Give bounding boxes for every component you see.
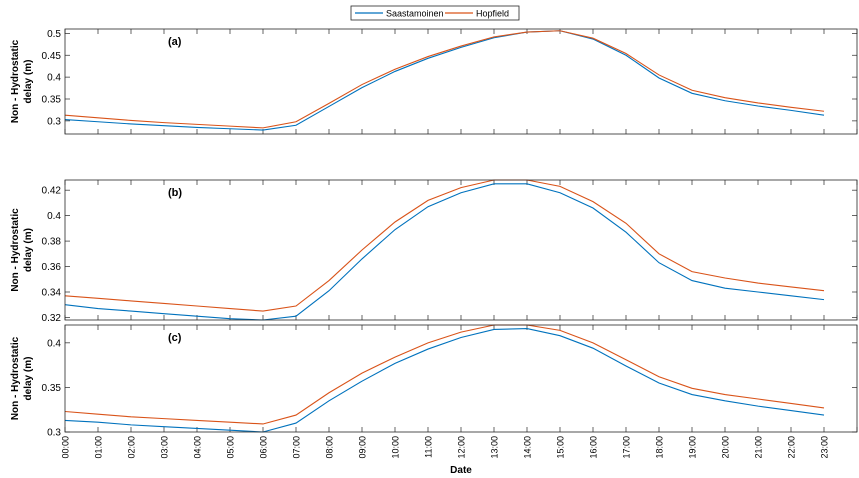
panel-c: 0.3 0.35 0.4 (c) Non - Hydrostatic delay (m) 0… [10, 324, 858, 459]
y-tick-label: 0.45 [42, 51, 62, 62]
legend-label-hopfield: Hopfield [476, 9, 509, 19]
y-axis-label-line2: delay (m) [23, 228, 34, 272]
x-tick-label: 11:00 [424, 436, 434, 458]
panel-label: (b) [168, 187, 182, 199]
panel-b: 0.32 0.34 0.36 0.38 0.4 0.42 (b) Non - Hydrosta… [10, 179, 858, 324]
y-tick-label: 0.3 [47, 116, 61, 127]
y-tick-label: 0.4 [47, 211, 61, 222]
y-tick-label: 0.35 [42, 383, 62, 394]
y-tick-label: 0.32 [42, 313, 62, 324]
series-line-saastamoinen [64, 183, 825, 321]
y-axis-label-line1: Non - Hydrostatic [10, 39, 21, 123]
x-axis-label: Date [450, 465, 472, 476]
y-tick-label: 0.38 [42, 237, 62, 248]
x-tick-label: 13:00 [490, 436, 500, 459]
x-tick-label: 14:00 [523, 436, 533, 459]
y-tick-label: 0.36 [42, 262, 62, 273]
y-tick-label: 0.35 [42, 95, 62, 106]
panel-label: (a) [168, 36, 182, 48]
x-tick-label: 18:00 [655, 436, 665, 459]
y-tick-label: 0.3 [47, 428, 61, 439]
series-line-saastamoinen [64, 30, 825, 131]
x-tick-label: 06:00 [259, 436, 269, 459]
x-tick-label: 19:00 [688, 436, 698, 459]
x-tick-label: 16:00 [589, 436, 599, 459]
y-tick-label: 0.4 [47, 73, 61, 84]
x-tick-label: 05:00 [226, 436, 236, 459]
x-tick-label: 20:00 [721, 436, 731, 459]
y-tick-label: 0.5 [47, 29, 61, 40]
series-line-hopfield [64, 324, 825, 425]
x-tick-label: 08:00 [325, 436, 335, 459]
x-tick-label: 15:00 [556, 436, 566, 459]
x-tick-label: 23:00 [820, 436, 830, 459]
x-tick-label: 02:00 [127, 436, 137, 459]
series-line-hopfield [64, 179, 825, 312]
axes-box [64, 28, 858, 135]
axes-box [64, 324, 858, 433]
series-line-saastamoinen [64, 328, 825, 433]
panels: 0.30.350.40.450.5(a)Non - Hydrostatic del… [10, 28, 858, 459]
panel-label: (c) [168, 332, 182, 344]
x-tick-label: 12:00 [457, 436, 467, 459]
y-tick-label: 0.42 [42, 186, 62, 197]
x-tick-label: 04:00 [193, 436, 203, 459]
y-axis-label-line1: Non - Hydrostatic [10, 336, 21, 420]
panel-a: 0.3 0.35 0.4 0.45 0.5 (a) Non - Hydrostatic del… [10, 28, 858, 135]
x-tick-label: 17:00 [622, 436, 632, 459]
series-line-hopfield [64, 30, 825, 129]
legend-label-saastamoinen: Saastamoinen [386, 9, 444, 19]
legend-box [350, 5, 520, 21]
y-axis-label-line2: delay (m) [23, 60, 34, 104]
x-tick-label: 22:00 [787, 436, 797, 459]
y-axis-label-line2: delay (m) [23, 357, 34, 401]
x-tick-label: 03:00 [160, 436, 170, 459]
axes-box [64, 179, 858, 321]
y-tick-label: 0.34 [42, 288, 62, 299]
x-tick-label: 01:00 [94, 436, 104, 459]
x-tick-label: 00:00 [61, 436, 71, 459]
y-tick-label: 0.4 [47, 338, 61, 349]
x-tick-label: 21:00 [754, 436, 764, 459]
y-axis-label-line1: Non - Hydrostatic [10, 208, 21, 292]
legend: Saastamoinen Hopfield [350, 5, 520, 21]
x-tick-label: 10:00 [391, 436, 401, 459]
x-tick-label: 07:00 [292, 436, 302, 459]
x-tick-label: 09:00 [358, 436, 368, 459]
